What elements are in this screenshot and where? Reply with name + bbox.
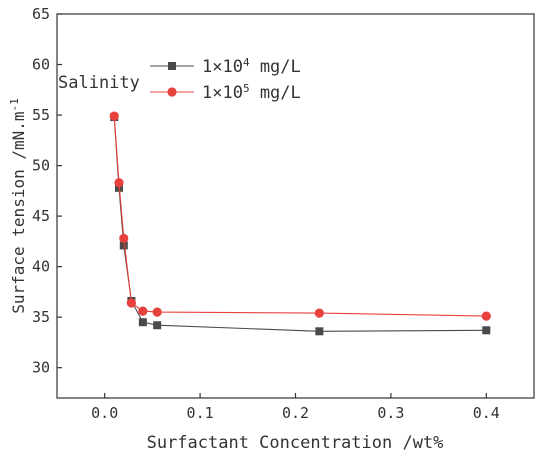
legend-entry: 1×105 mg/L bbox=[150, 82, 301, 104]
data-point bbox=[119, 233, 129, 243]
legend-label: 1×105 mg/L bbox=[202, 82, 301, 104]
y-tick-label: 55 bbox=[32, 106, 50, 124]
series-2 bbox=[109, 111, 491, 321]
data-point bbox=[119, 241, 128, 250]
y-tick-label: 40 bbox=[32, 258, 50, 276]
data-point bbox=[315, 327, 324, 336]
legend: Salinity 1×104 mg/L 1×105 mg/L bbox=[58, 56, 301, 104]
x-axis: 0.0 0.1 0.2 0.3 0.4 bbox=[91, 393, 500, 422]
y-axis-label-text: Surface tension /mN.m bbox=[9, 111, 28, 313]
x-tick-label: 0.3 bbox=[377, 404, 404, 422]
x-axis-label: Surfactant Concentration /wt% bbox=[147, 433, 444, 453]
data-point bbox=[152, 307, 162, 317]
y-axis: 30 35 40 45 50 55 60 65 bbox=[32, 5, 62, 377]
data-point bbox=[481, 311, 491, 321]
y-tick-label: 30 bbox=[32, 359, 50, 377]
legend-entry: 1×104 mg/L bbox=[150, 56, 301, 78]
data-point bbox=[314, 308, 324, 318]
series-1 bbox=[110, 113, 491, 336]
legend-marker bbox=[168, 62, 176, 70]
data-point bbox=[126, 298, 137, 308]
legend-marker bbox=[167, 87, 177, 97]
legend-title: Salinity bbox=[58, 73, 140, 93]
y-tick-label: 65 bbox=[32, 5, 50, 23]
data-point bbox=[114, 178, 124, 188]
x-tick-label: 0.4 bbox=[473, 404, 500, 422]
x-tick-label: 0.0 bbox=[91, 404, 118, 422]
y-tick-label: 50 bbox=[32, 157, 50, 175]
y-tick-label: 60 bbox=[32, 56, 50, 74]
legend-label: 1×104 mg/L bbox=[202, 56, 301, 78]
y-tick-label: 35 bbox=[32, 308, 50, 326]
data-point bbox=[138, 318, 147, 327]
data-point bbox=[138, 306, 148, 316]
series-line bbox=[113, 116, 487, 317]
series-layer bbox=[109, 111, 491, 336]
y-axis-label: Surface tension /mN.m-1 bbox=[8, 98, 29, 314]
x-tick-label: 0.2 bbox=[282, 404, 309, 422]
data-point bbox=[153, 321, 162, 330]
y-tick-label: 45 bbox=[32, 207, 50, 225]
data-point bbox=[482, 326, 491, 335]
series-line bbox=[113, 117, 487, 332]
x-tick-label: 0.1 bbox=[187, 404, 214, 422]
y-axis-label-superscript: -1 bbox=[8, 98, 21, 111]
data-point bbox=[109, 111, 119, 121]
